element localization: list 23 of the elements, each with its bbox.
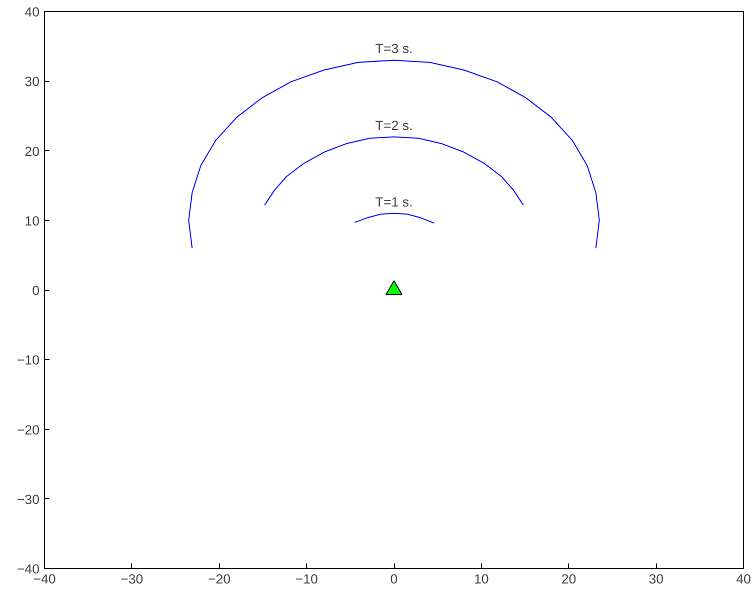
line-series bbox=[354, 212, 435, 224]
x-tick-label: 40 bbox=[736, 572, 751, 586]
y-tick-label: −30 bbox=[16, 492, 40, 507]
y-tick-label: −40 bbox=[16, 562, 40, 576]
x-tick-label: 30 bbox=[648, 572, 664, 586]
x-tick-label: −10 bbox=[295, 572, 318, 586]
series-label: T=3 s. bbox=[375, 41, 413, 56]
y-tick-label: 0 bbox=[32, 283, 40, 298]
x-tick-label: 20 bbox=[561, 572, 576, 586]
y-tick-label: 30 bbox=[24, 74, 40, 90]
y-tick-label: −20 bbox=[16, 422, 40, 438]
line-series bbox=[188, 60, 600, 249]
y-tick-label: 20 bbox=[24, 144, 40, 159]
y-tick-label: 10 bbox=[24, 213, 40, 228]
y-tick-label: −10 bbox=[16, 352, 40, 368]
x-tick-label: 10 bbox=[474, 572, 489, 586]
x-tick-label: 0 bbox=[390, 572, 398, 586]
x-tick-label: −20 bbox=[208, 572, 231, 586]
line-series bbox=[264, 136, 524, 206]
x-tick-label: −30 bbox=[120, 572, 144, 586]
series-label: T=1 s. bbox=[375, 194, 413, 210]
series-label: T=2 s. bbox=[375, 118, 413, 133]
y-tick-label: 40 bbox=[24, 4, 40, 20]
